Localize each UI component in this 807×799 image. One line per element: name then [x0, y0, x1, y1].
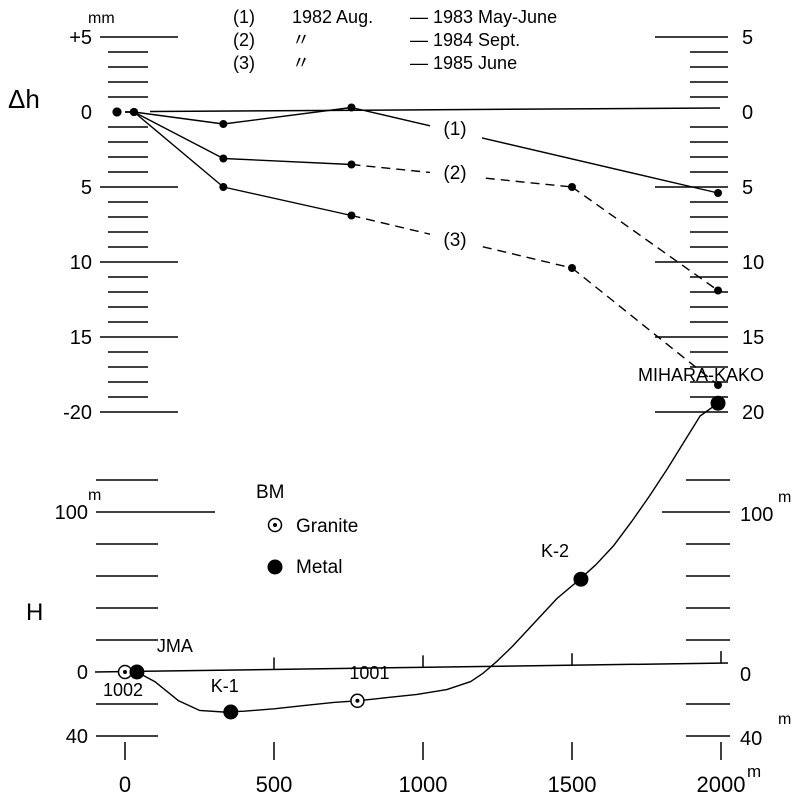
legend-start-date: 〃: [292, 53, 310, 73]
benchmark-metal: [223, 704, 239, 720]
right-tick-label: 5: [742, 27, 753, 49]
profile-line: [125, 402, 719, 713]
series-label: (3): [443, 230, 466, 251]
benchmark-metal: [129, 664, 145, 680]
leveling-change-chart: +5 0 5 10 15 -20 mm Δh 5 0 5 10 15 20 (1) 1982 Aug. — 19…: [8, 7, 764, 424]
benchmark-label: K-2: [541, 541, 569, 561]
series-line-segment: [223, 106, 352, 125]
left-tick-label: +5: [69, 27, 92, 49]
series-label: (1): [443, 119, 466, 140]
series-line-segment: [133, 111, 224, 125]
left-tick-label: 5: [81, 177, 92, 199]
x-unit-label: m: [747, 762, 761, 781]
data-point: [347, 211, 356, 220]
right-unit-label: m: [778, 489, 791, 506]
legend-end-date: — 1983 May-June: [410, 7, 557, 27]
benchmark-label: 1002: [103, 680, 143, 700]
y-axis-label: H: [26, 599, 43, 626]
left-tick-label: 40: [66, 726, 88, 748]
series-label: (2): [443, 163, 466, 184]
legend-end-date: — 1984 Sept.: [410, 30, 520, 50]
data-point: [219, 154, 228, 163]
left-tick-label: 15: [70, 327, 92, 349]
data-point: [112, 107, 122, 117]
legend-number: (3): [233, 53, 255, 73]
data-point: [714, 189, 723, 197]
right-tick-label: 100: [740, 504, 773, 526]
x-tick-label: 1500: [548, 772, 597, 797]
benchmark-metal: [573, 571, 589, 587]
data-point: [129, 108, 138, 116]
benchmark-granite-dot: [123, 670, 127, 674]
right-tick-label: 10: [742, 252, 764, 274]
benchmark-metal: [710, 395, 726, 411]
data-point: [219, 120, 228, 128]
right-tick-label: 40: [740, 728, 762, 750]
right-tick-label: 5: [742, 177, 753, 199]
benchmark-label: 1001: [349, 663, 389, 683]
legend-start-date: 1982 Aug.: [292, 7, 373, 27]
legend-number: (1): [233, 7, 255, 27]
right-tick-label: 0: [742, 102, 753, 124]
data-point: [568, 183, 576, 191]
series-line-segment: [223, 186, 352, 217]
data-point: [219, 183, 228, 191]
x-tick-label: 0: [119, 772, 131, 797]
left-tick-label: 10: [70, 252, 92, 274]
y-unit-label: mm: [88, 10, 115, 27]
series-line-segment: [351, 106, 719, 194]
series-line-segment: [133, 111, 224, 188]
benchmark-label: JMA: [157, 636, 193, 656]
legend-end-date: — 1985 June: [410, 53, 517, 73]
left-tick-label: 100: [55, 502, 88, 524]
series-line-segment: [223, 157, 352, 166]
legend-granite-dot: [273, 523, 277, 527]
legend-label: Metal: [296, 557, 342, 578]
benchmark-granite-dot: [355, 698, 360, 703]
legend-metal-symbol: [267, 559, 283, 575]
right-tick-label: 0: [740, 664, 751, 686]
x-tick-label: 2000: [697, 772, 746, 797]
x-tick-label: 1000: [399, 772, 448, 797]
legend-label: Granite: [296, 516, 358, 537]
data-point: [568, 264, 576, 272]
left-unit-label: m: [88, 487, 101, 504]
legend-number: (2): [233, 30, 255, 50]
right-tick-label: 20: [742, 402, 764, 424]
zero-line: [149, 107, 721, 113]
y-axis-label: Δh: [8, 84, 40, 114]
series-line-segment: [571, 267, 719, 386]
data-point: [347, 160, 356, 169]
series-label-bg: [430, 118, 482, 142]
data-point: [714, 286, 723, 295]
left-tick-label: 0: [81, 102, 92, 124]
series-label-bg: [430, 162, 482, 186]
benchmark-label: MIHARA-KAKO: [638, 365, 764, 385]
zero-line: [94, 662, 729, 673]
legend-title: BM: [256, 482, 285, 503]
data-point: [714, 381, 723, 389]
right-tick-label: 15: [742, 327, 764, 349]
right-unit-label: m: [778, 711, 791, 728]
left-tick-label: -20: [63, 402, 92, 424]
series-label-bg: [430, 229, 482, 253]
x-tick-label: 500: [256, 772, 293, 797]
left-tick-label: 0: [77, 662, 88, 684]
legend-start-date: 〃: [292, 30, 310, 50]
data-point: [347, 103, 356, 112]
benchmark-label: K-1: [211, 676, 239, 696]
series-line-segment: [133, 111, 224, 160]
